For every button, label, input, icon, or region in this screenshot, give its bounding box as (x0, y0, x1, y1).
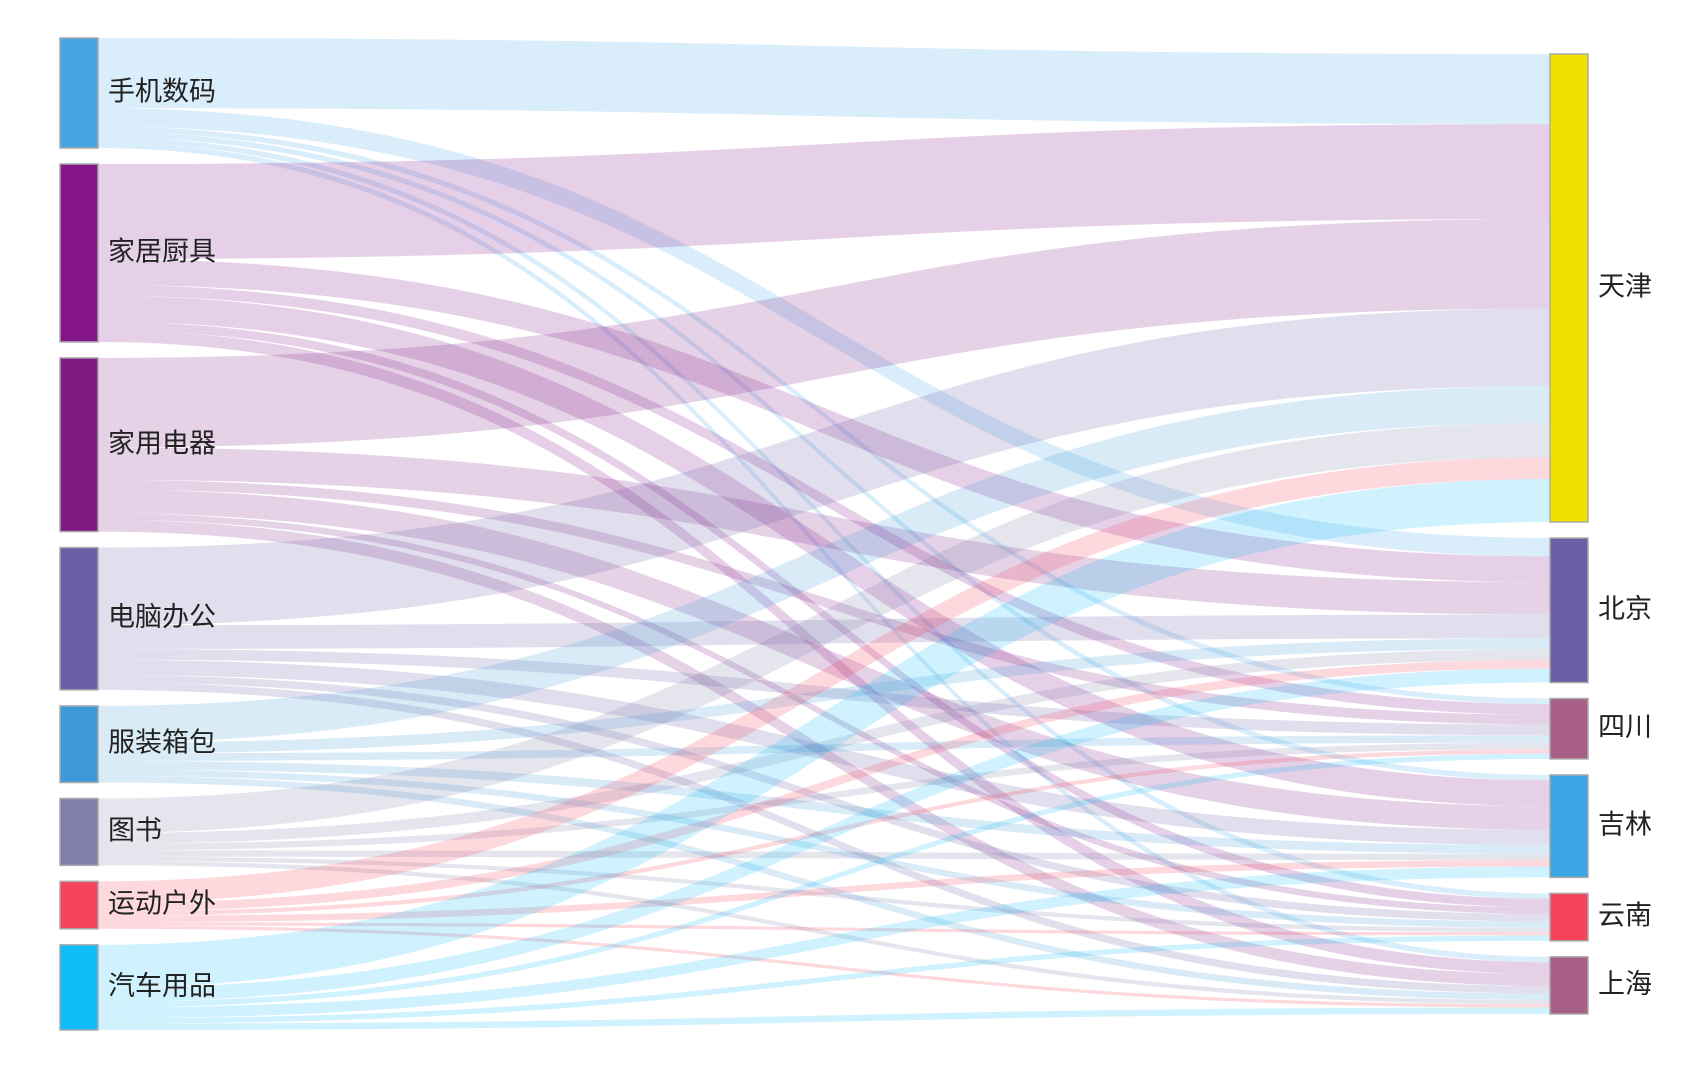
sankey-node (1549, 956, 1589, 1015)
node-label: 服装箱包 (108, 728, 216, 759)
node-label: 北京 (1598, 594, 1652, 625)
node-label: 运动户外 (108, 889, 216, 920)
sankey-link (98, 422, 1550, 833)
sankey-node (59, 163, 99, 343)
sankey-link (98, 308, 1550, 626)
sankey-link (98, 638, 1550, 754)
sankey-link (98, 513, 1550, 914)
sankey-node (59, 797, 99, 867)
sankey-link (98, 386, 1550, 743)
sankey-node (59, 37, 99, 149)
sankey-link (98, 219, 1550, 448)
node-label: 电脑办公 (108, 602, 216, 633)
sankey-link (98, 860, 1550, 923)
sankey-link (98, 925, 1550, 1008)
sankey-link (98, 38, 1550, 125)
sankey-node (59, 705, 99, 784)
sankey-node (1549, 892, 1589, 942)
sankey-link (98, 126, 1550, 704)
sankey-link (98, 648, 1550, 736)
sankey-link (98, 457, 1550, 903)
sankey-link (98, 866, 1550, 1019)
sankey-node (1549, 774, 1589, 879)
sankey-link (98, 776, 1550, 1000)
sankey-link (98, 519, 1550, 986)
sankey-node (1549, 537, 1589, 684)
sankey-link (98, 108, 1550, 557)
sankey-link (98, 124, 1550, 259)
sankey-link (98, 856, 1550, 933)
sankey-link (98, 295, 1550, 807)
sankey-link (98, 137, 1550, 899)
sankey-link (98, 330, 1550, 975)
sankey-link (98, 735, 1550, 761)
sankey-link (98, 614, 1550, 649)
sankey-link (98, 478, 1550, 988)
node-label: 四川 (1598, 712, 1652, 743)
node-label: 云南 (1598, 901, 1652, 932)
sankey-link (98, 674, 1550, 922)
sankey-link (98, 682, 1550, 994)
node-label: 家居厨具 (108, 236, 216, 267)
links (98, 38, 1550, 1030)
sankey-link (98, 659, 1550, 846)
node-label: 天津 (1598, 272, 1652, 303)
sankey-link (98, 760, 1550, 854)
sankey-link (98, 769, 1550, 928)
sankey-link (98, 142, 1550, 963)
sankey-link (98, 659, 1550, 912)
sankey-link (98, 258, 1550, 583)
sankey-link (98, 321, 1550, 908)
sankey-link (98, 131, 1550, 781)
sankey-node (59, 546, 99, 691)
sankey-link (98, 284, 1550, 715)
sankey-link (98, 935, 1550, 1024)
sankey-node (59, 944, 99, 1031)
sankey-link (98, 861, 1550, 1005)
sankey-link (98, 447, 1550, 615)
sankey-link (98, 489, 1550, 830)
node-label: 吉林 (1598, 810, 1652, 841)
sankey-node (1549, 53, 1589, 523)
sankey-link (98, 1007, 1550, 1030)
sankey-link (98, 479, 1550, 725)
sankey-link (98, 850, 1550, 861)
sankey-link (98, 922, 1550, 936)
node-label: 家用电器 (108, 428, 216, 459)
sankey-link (98, 742, 1550, 851)
node-label: 手机数码 (108, 77, 216, 108)
node-label: 图书 (108, 815, 162, 846)
sankey-link (98, 668, 1550, 1002)
sankey-node (59, 357, 99, 533)
sankey-link (98, 753, 1550, 1008)
sankey-node (1549, 697, 1589, 760)
sankey-link (98, 649, 1550, 844)
sankey-node (59, 880, 99, 930)
node-label: 上海 (1598, 969, 1652, 1000)
sankey-link (98, 749, 1550, 916)
node-label: 汽车用品 (108, 971, 216, 1002)
